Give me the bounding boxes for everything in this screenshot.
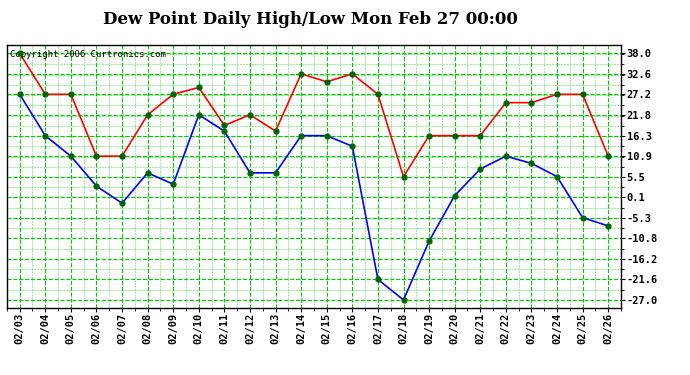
Text: Copyright 2006 Curtronics.com: Copyright 2006 Curtronics.com (10, 50, 166, 59)
Text: Dew Point Daily High/Low Mon Feb 27 00:00: Dew Point Daily High/Low Mon Feb 27 00:0… (103, 11, 518, 28)
